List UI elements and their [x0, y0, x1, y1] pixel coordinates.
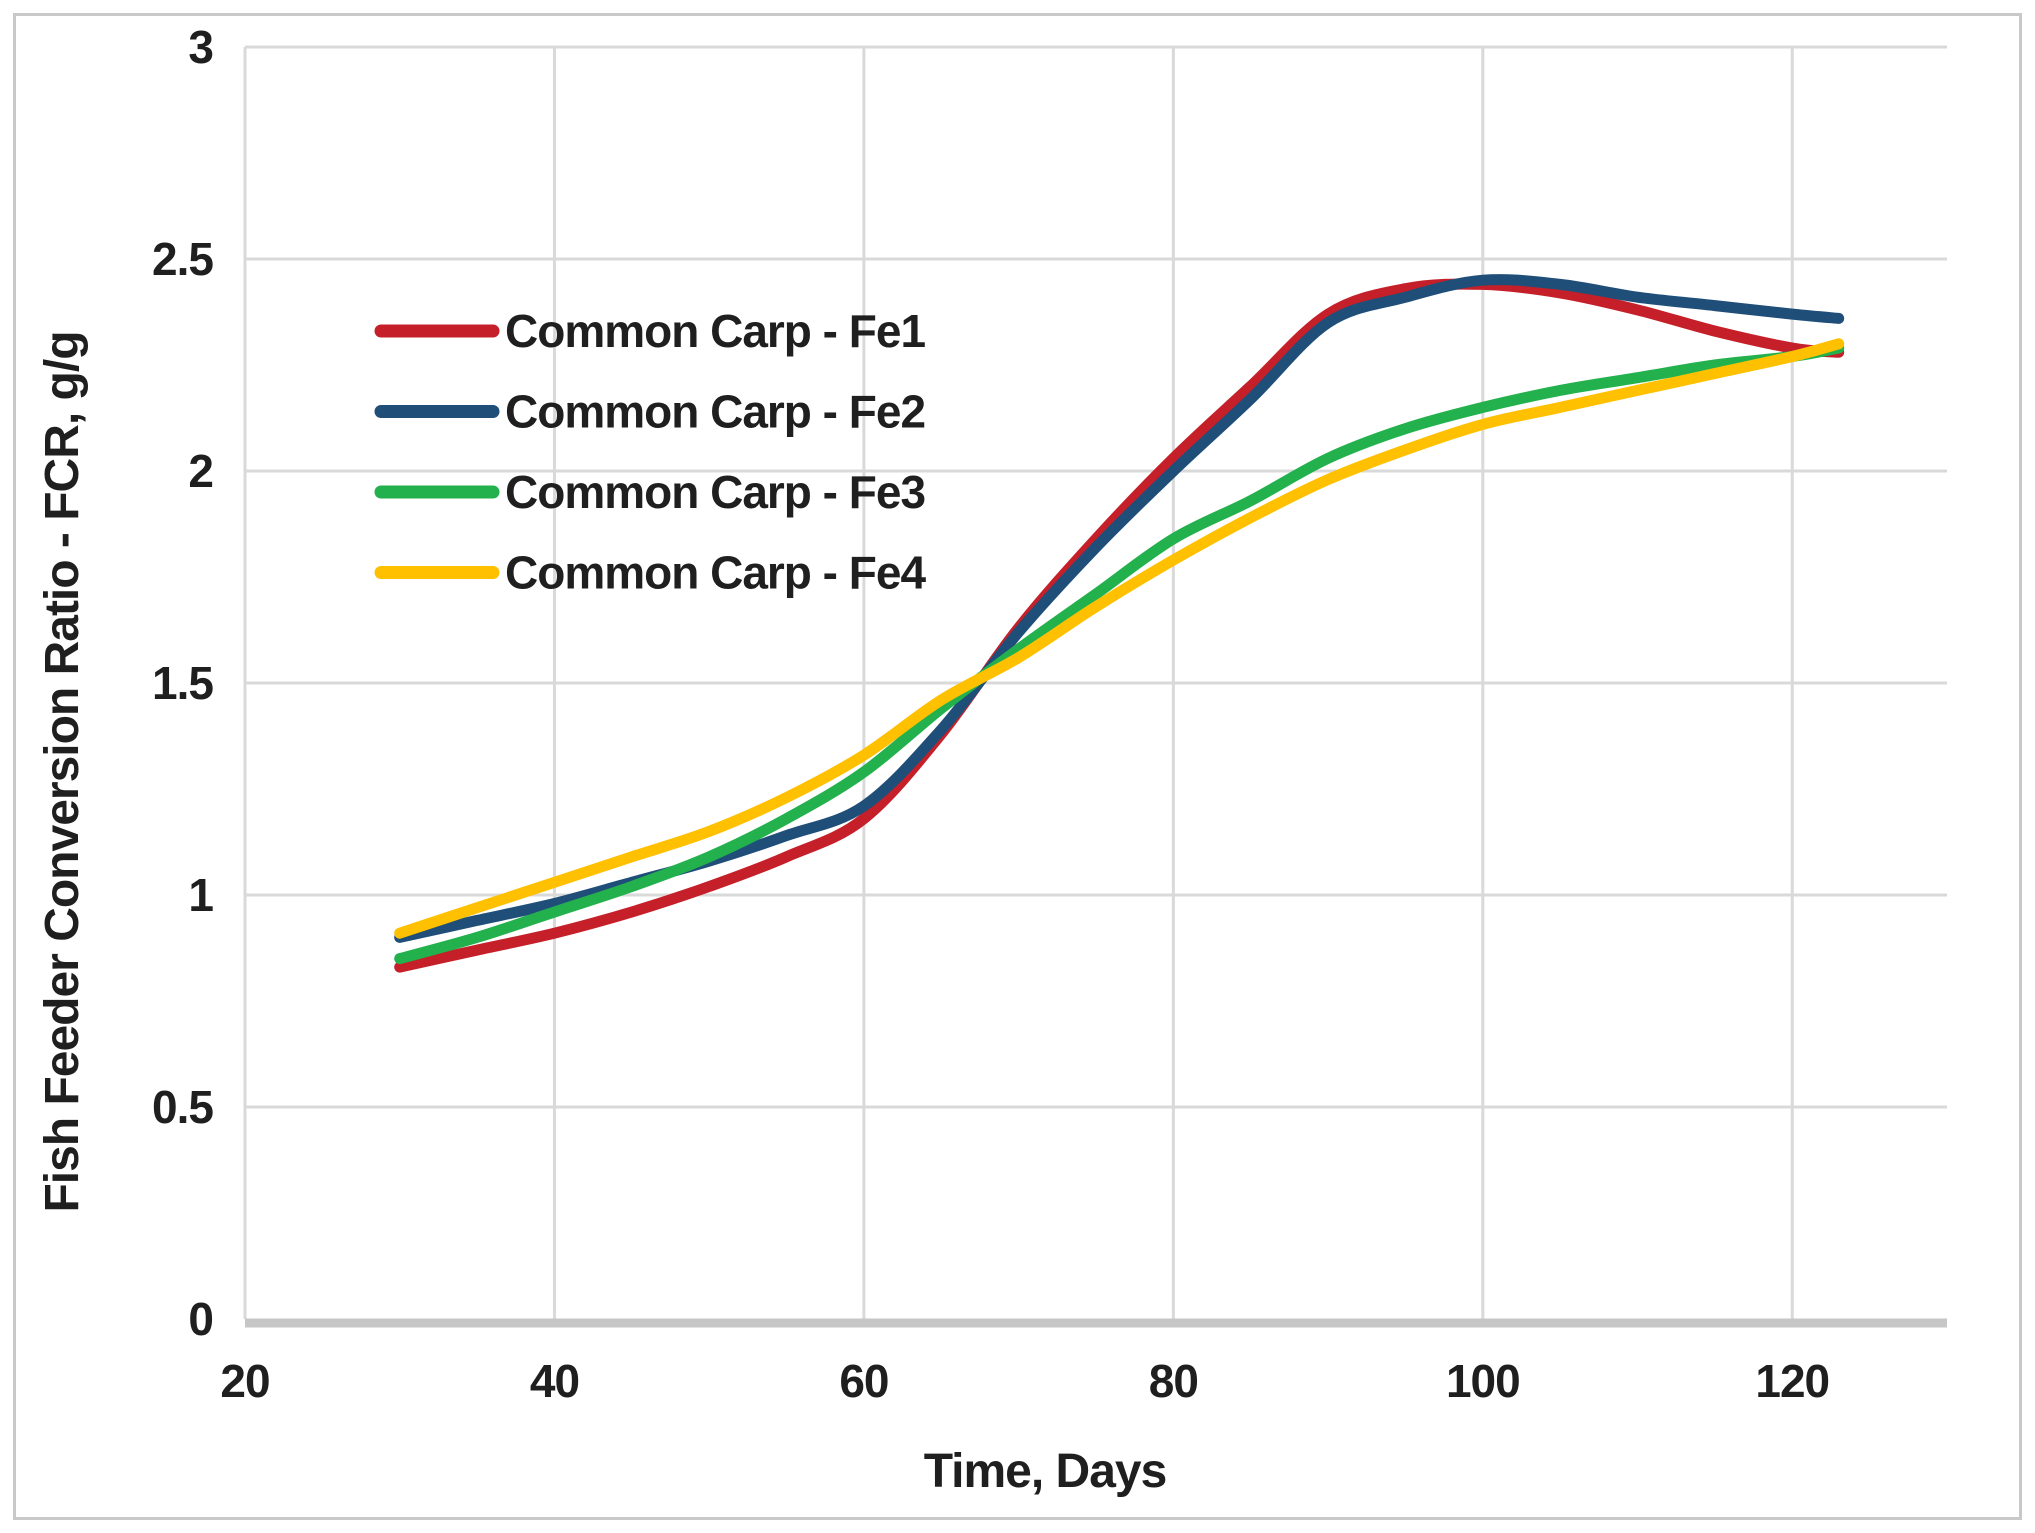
series-line-1	[394, 278, 1845, 973]
y-tick-label: 2	[188, 445, 213, 497]
y-tick-label: 2.5	[152, 233, 213, 285]
y-tick-label: 1	[188, 869, 213, 921]
legend-item: Common Carp - Fe3	[374, 466, 926, 518]
x-tick-label: 20	[220, 1355, 269, 1407]
axis-layer: Time, Days Fish Feeder Conversion Ratio …	[36, 21, 1830, 1498]
legend-item: Common Carp - Fe4	[374, 547, 927, 599]
series-line-4	[394, 338, 1845, 939]
y-axis-title: Fish Feeder Conversion Ratio - FCR, g/g	[36, 331, 89, 1212]
x-axis-title: Time, Days	[924, 1445, 1167, 1498]
x-tick-label: 60	[839, 1355, 888, 1407]
legend-item: Common Carp - Fe2	[374, 386, 926, 438]
y-tick-label: 3	[188, 21, 213, 73]
x-tick-label: 80	[1149, 1355, 1198, 1407]
legend-label: Common Carp - Fe3	[505, 466, 925, 518]
y-tick-label: 0	[188, 1293, 213, 1345]
legend-item: Common Carp - Fe1	[374, 305, 926, 357]
y-tick-label: 1.5	[152, 657, 213, 709]
series-line-3	[394, 342, 1845, 965]
legend-label: Common Carp - Fe2	[505, 386, 925, 438]
legend-label: Common Carp - Fe4	[505, 547, 926, 599]
grid-layer	[243, 45, 1947, 1328]
legend: Common Carp - Fe1 Common Carp - Fe2 Common…	[374, 305, 927, 599]
x-tick-label: 40	[530, 1355, 579, 1407]
legend-label: Common Carp - Fe1	[505, 305, 925, 357]
series-layer	[394, 274, 1845, 973]
y-tick-label: 0.5	[152, 1081, 213, 1133]
x-tick-label: 120	[1755, 1355, 1829, 1407]
x-tick-label: 100	[1446, 1355, 1520, 1407]
